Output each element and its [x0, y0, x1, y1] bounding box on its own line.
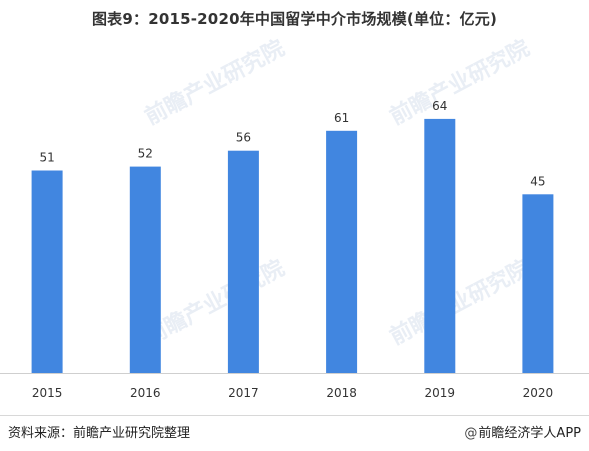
bar-2018 — [326, 130, 358, 373]
bar-2019 — [424, 118, 456, 374]
footer-divider — [0, 415, 589, 416]
at-sign-icon: @ — [464, 426, 478, 441]
bars-group — [31, 118, 554, 374]
bar-2020 — [522, 194, 554, 373]
value-label-2019: 64 — [432, 99, 447, 113]
value-label-2020: 45 — [530, 174, 545, 188]
bar-2016 — [129, 166, 161, 373]
bar-2017 — [227, 150, 259, 373]
x-tick-label-2016: 2016 — [130, 386, 161, 400]
value-label-2017: 56 — [236, 131, 251, 145]
watermark-text: 前瞻产业研究院 — [141, 255, 289, 350]
bar-2015 — [31, 170, 63, 373]
x-tick-labels-group: 2015 2016 2017 2018 2019 2020 — [32, 386, 553, 400]
x-tick-label-2018: 2018 — [326, 386, 357, 400]
value-label-2016: 52 — [138, 147, 153, 161]
x-tick-label-2017: 2017 — [228, 386, 259, 400]
value-label-2015: 51 — [39, 151, 54, 165]
chart-title: 图表9：2015-2020年中国留学中介市场规模(单位：亿元) — [91, 10, 498, 28]
source-note: 资料来源：前瞻产业研究院整理 — [8, 426, 191, 441]
watermark-text: 前瞻产业研究院 — [386, 35, 534, 130]
value-label-2018: 61 — [334, 111, 349, 125]
watermark-text: 前瞻产业研究院 — [141, 35, 289, 130]
x-tick-label-2015: 2015 — [32, 386, 63, 400]
credit-text: 前瞻经济学人APP — [478, 426, 581, 441]
watermark-text: 前瞻产业研究院 — [386, 255, 534, 350]
value-labels-group: 51 52 56 61 64 45 — [39, 99, 545, 188]
credit-label: @前瞻经济学人APP — [464, 422, 581, 441]
x-tick-label-2019: 2019 — [425, 386, 456, 400]
x-tick-label-2020: 2020 — [523, 386, 554, 400]
